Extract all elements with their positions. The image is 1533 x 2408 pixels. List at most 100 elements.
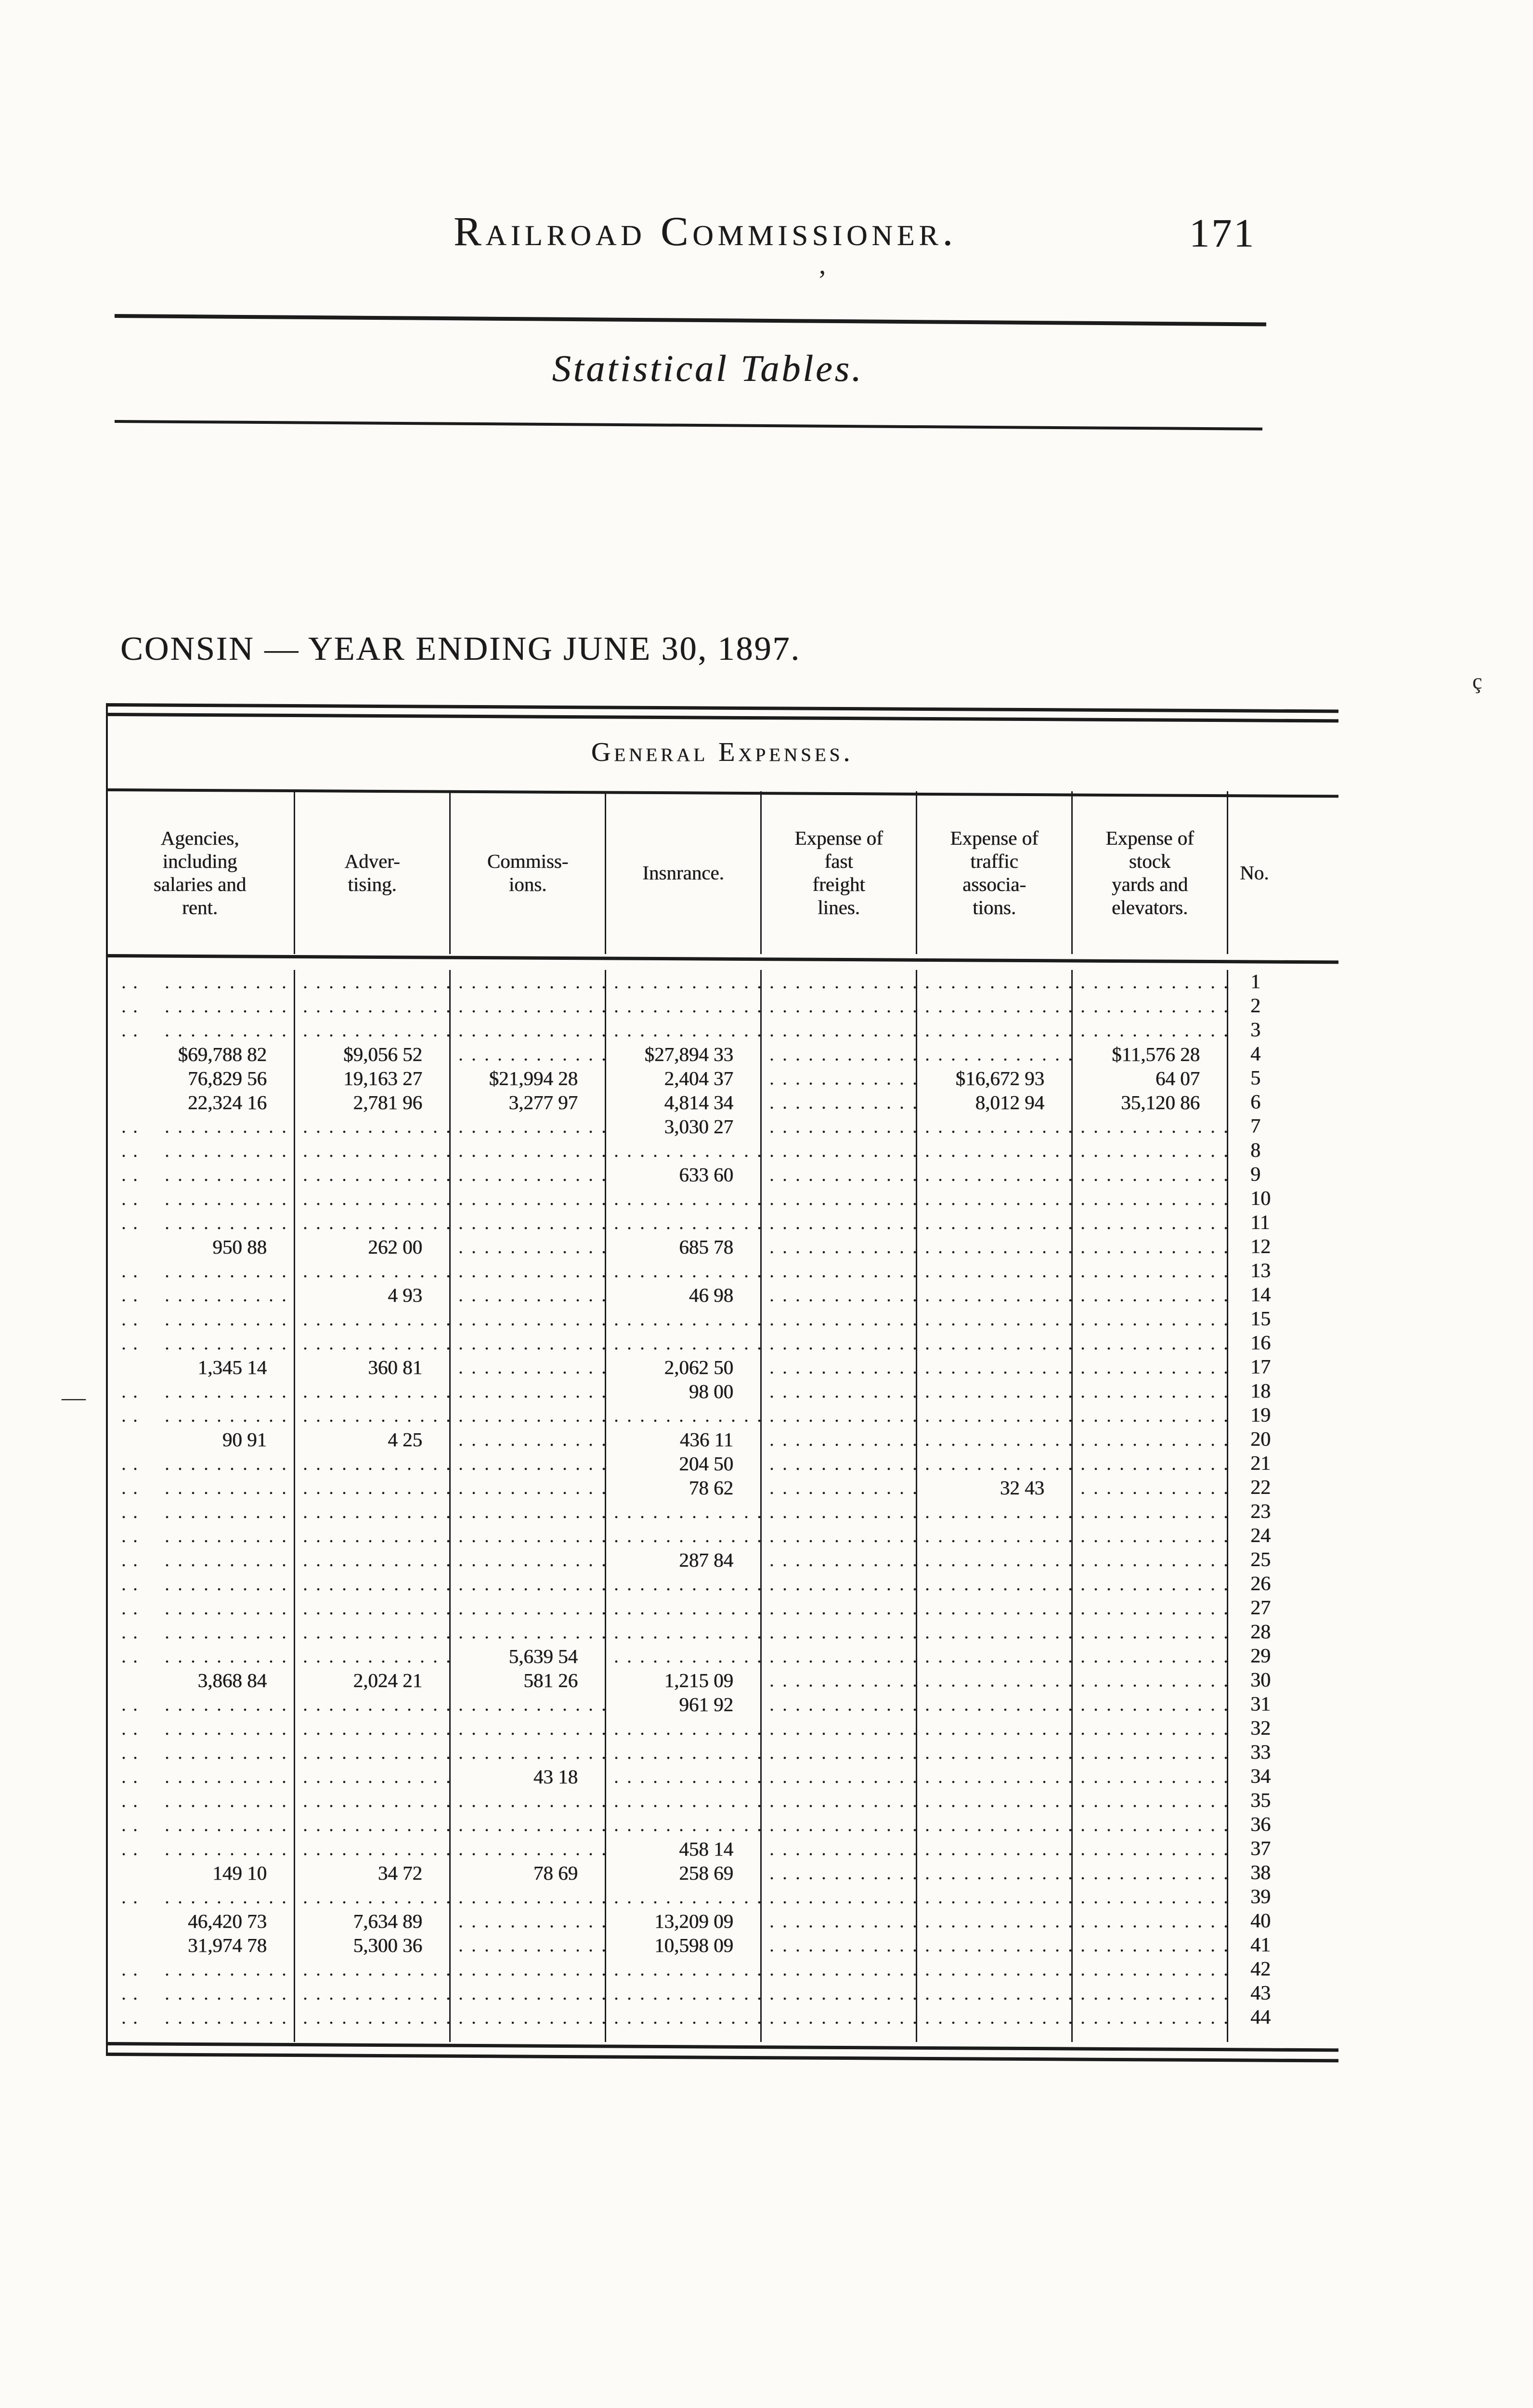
cell-stock_yards: .............................. xyxy=(1073,1476,1228,1500)
cell-fast_freight: .............................. xyxy=(762,1548,917,1572)
dot-leader: .............................. xyxy=(769,1958,916,1980)
dot-leader: .............................. xyxy=(303,1982,449,2004)
cell-advertising: .............................. xyxy=(295,1572,451,1596)
dot-leader: .............................. xyxy=(165,1260,294,1282)
dot-leader: .............................. xyxy=(614,1332,760,1354)
cell-commissions: .............................. xyxy=(451,1259,606,1283)
cell-commissions: $21,994 28 xyxy=(451,1066,606,1090)
dot-leader: .............................. xyxy=(925,1501,1071,1522)
amount-value: 7,634 89 xyxy=(353,1910,423,1932)
cell-stock_yards: .............................. xyxy=(1073,994,1228,1018)
cell-no: 4 xyxy=(1228,1042,1338,1066)
table-row: ........................................… xyxy=(106,994,1338,1018)
cell-agencies: ................................ xyxy=(106,1548,295,1572)
cell-agencies: 90 91 xyxy=(106,1427,295,1452)
dot-leader: .............................. xyxy=(458,1549,605,1570)
dot-leader: .............................. xyxy=(769,1910,916,1932)
cell-no: 12 xyxy=(1228,1235,1338,1259)
dot-leader: .............................. xyxy=(303,1453,449,1474)
dot-leader: .............................. xyxy=(925,1741,1071,1763)
cell-no: 8 xyxy=(1228,1139,1338,1163)
cell-stock_yards: .............................. xyxy=(1073,1837,1228,1861)
dot-leader: .............................. xyxy=(303,1164,449,1185)
table-context-title: CONSIN — YEAR ENDING JUNE 30, 1897. xyxy=(120,630,801,667)
cell-fast_freight: .............................. xyxy=(762,1042,917,1066)
cell-no: 30 xyxy=(1228,1668,1338,1692)
cell-agencies: ................................ xyxy=(106,1596,295,1620)
column-header-commissions: Commiss-ions. xyxy=(451,791,606,954)
cell-advertising: $9,056 52 xyxy=(295,1042,451,1066)
cell-fast_freight: .............................. xyxy=(762,1789,917,1813)
cell-fast_freight: .............................. xyxy=(762,1981,917,2005)
dot-leader: .............................. xyxy=(614,1790,760,1811)
cell-agencies: ................................ xyxy=(106,1163,295,1187)
cell-agencies: ................................ xyxy=(106,1837,295,1861)
cell-commissions: .............................. xyxy=(451,1837,606,1861)
dot-leader: .............................. xyxy=(303,1477,449,1498)
cell-agencies: ................................ xyxy=(106,1813,295,1837)
dot-leader: .............................. xyxy=(614,1886,760,1908)
dot-leader: .............................. xyxy=(165,1717,294,1739)
dot-leader: .............................. xyxy=(769,1091,916,1113)
dot-leader: .............................. xyxy=(614,1308,760,1330)
dot-leader: .............................. xyxy=(925,2006,1071,2028)
dot-leader: .............................. xyxy=(165,1525,294,1546)
cell-agencies: ................................ xyxy=(106,1644,295,1668)
dot-leader: .............................. xyxy=(303,1645,449,1667)
cell-fast_freight: .............................. xyxy=(762,1692,917,1716)
row-number: 9 xyxy=(1250,1164,1260,1186)
dot-leader-prefix: .. xyxy=(121,971,144,993)
dot-leader: .............................. xyxy=(925,1597,1071,1619)
cell-commissions: .............................. xyxy=(451,1114,606,1139)
cell-agencies: ................................ xyxy=(106,1572,295,1596)
dot-leader: .............................. xyxy=(458,1404,605,1426)
cell-insurance: .............................. xyxy=(606,1259,762,1283)
dot-leader: .............................. xyxy=(303,1693,449,1715)
cell-agencies: ................................ xyxy=(106,1957,295,1981)
amount-value: 78 62 xyxy=(689,1477,733,1499)
table-row: ........................................… xyxy=(106,1716,1338,1741)
dot-leader: .............................. xyxy=(614,1573,760,1595)
dot-leader: .............................. xyxy=(1080,1260,1227,1282)
header-line: Commiss- xyxy=(487,850,569,872)
cell-advertising: 262 00 xyxy=(295,1235,451,1259)
cell-agencies: ................................ xyxy=(106,1620,295,1644)
dot-leader: .............................. xyxy=(458,1236,605,1257)
dot-leader: .............................. xyxy=(165,995,294,1017)
cell-advertising: .............................. xyxy=(295,1620,451,1644)
dot-leader: .............................. xyxy=(769,1693,916,1715)
table-row: ........................................… xyxy=(106,1018,1338,1042)
dot-leader: .............................. xyxy=(303,1139,449,1161)
cell-traffic: .............................. xyxy=(917,1355,1073,1379)
cell-commissions: 78 69 xyxy=(451,1861,606,1885)
amount-value: 32 43 xyxy=(1000,1477,1044,1499)
cell-no: 36 xyxy=(1228,1813,1338,1837)
cell-stock_yards: .............................. xyxy=(1073,1259,1228,1283)
cell-traffic: 32 43 xyxy=(917,1476,1073,1500)
header-line: No. xyxy=(1240,862,1269,884)
cell-insurance: 2,062 50 xyxy=(606,1355,762,1379)
amount-value: 5,639 54 xyxy=(508,1645,578,1667)
dot-leader: .............................. xyxy=(614,1260,760,1282)
dot-leader: .............................. xyxy=(614,971,760,993)
dot-leader-prefix: .. xyxy=(121,1380,144,1402)
dot-leader-prefix: .. xyxy=(121,1260,144,1282)
amount-value: 3,868 84 xyxy=(197,1669,267,1691)
dot-leader: .............................. xyxy=(614,1982,760,2004)
cell-insurance: .............................. xyxy=(606,1789,762,1813)
cell-no: 17 xyxy=(1228,1355,1338,1379)
cell-no: 24 xyxy=(1228,1524,1338,1548)
cell-no: 44 xyxy=(1228,2005,1338,2029)
dot-leader: .............................. xyxy=(165,1188,294,1209)
dot-leader-prefix: .. xyxy=(121,1164,144,1185)
cell-agencies: ................................ xyxy=(106,1765,295,1789)
cell-insurance: 4,814 34 xyxy=(606,1090,762,1114)
cell-no: 32 xyxy=(1228,1716,1338,1741)
cell-commissions: .............................. xyxy=(451,1885,606,1909)
cell-advertising: .............................. xyxy=(295,1692,451,1716)
table-row: ........................................… xyxy=(106,1644,1338,1668)
cell-commissions: .............................. xyxy=(451,1500,606,1524)
dot-leader-prefix: .. xyxy=(121,1814,144,1835)
dot-leader-prefix: .. xyxy=(121,1790,144,1811)
dot-leader: .............................. xyxy=(614,1814,760,1835)
